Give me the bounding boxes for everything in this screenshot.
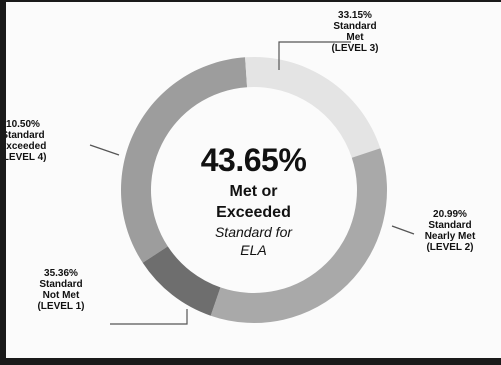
slice-percent: 35.36% — [44, 268, 78, 279]
slice-line-3: (LEVEL 2) — [426, 242, 474, 253]
slice-line-1: Standard — [6, 130, 45, 141]
slice-line-3: (LEVEL 1) — [37, 301, 85, 312]
slice-line-2: Met — [346, 32, 364, 43]
leader-line-level-2 — [391, 225, 415, 235]
center-label-line-4: ELA — [240, 242, 267, 258]
donut-slice-level-4 — [142, 246, 221, 316]
chart-frame: 43.65% Met or Exceeded Standard for ELA … — [6, 2, 501, 358]
slice-percent: 10.50% — [6, 119, 40, 130]
center-percentage: 43.65% — [200, 142, 307, 178]
slice-label-level-3: 33.15% Standard Met (LEVEL 3) — [310, 10, 400, 54]
slice-line-2: Not Met — [42, 290, 80, 301]
slice-line-3: (LEVEL 3) — [331, 43, 379, 54]
leader-line-level-1 — [110, 309, 188, 325]
slice-line-2: Exceeded — [6, 141, 47, 152]
center-label-line-2: Exceeded — [216, 204, 291, 221]
slice-label-level-4: 10.50% Standard Exceeded (LEVEL 4) — [6, 119, 68, 163]
slice-label-level-1: 35.36% Standard Not Met (LEVEL 1) — [16, 268, 106, 312]
leader-line-level-4 — [89, 144, 120, 156]
slice-line-2: Nearly Met — [424, 231, 476, 242]
donut-slice-level-3 — [120, 57, 248, 263]
slice-line-1: Standard — [333, 21, 377, 32]
leader-line-level-3 — [278, 41, 351, 70]
center-label-line-1: Met or — [229, 183, 278, 200]
slice-line-1: Standard — [428, 220, 472, 231]
donut-slice-level-2 — [245, 57, 381, 158]
slice-label-level-2: 20.99% Standard Nearly Met (LEVEL 2) — [405, 209, 495, 253]
donut-chart — [89, 41, 415, 325]
slice-percent: 33.15% — [338, 10, 372, 21]
donut-slice-level-1 — [210, 148, 387, 323]
slice-line-3: (LEVEL 4) — [6, 152, 47, 163]
slice-percent: 20.99% — [433, 209, 467, 220]
center-label-line-3: Standard for — [214, 224, 293, 240]
slice-line-1: Standard — [39, 279, 83, 290]
